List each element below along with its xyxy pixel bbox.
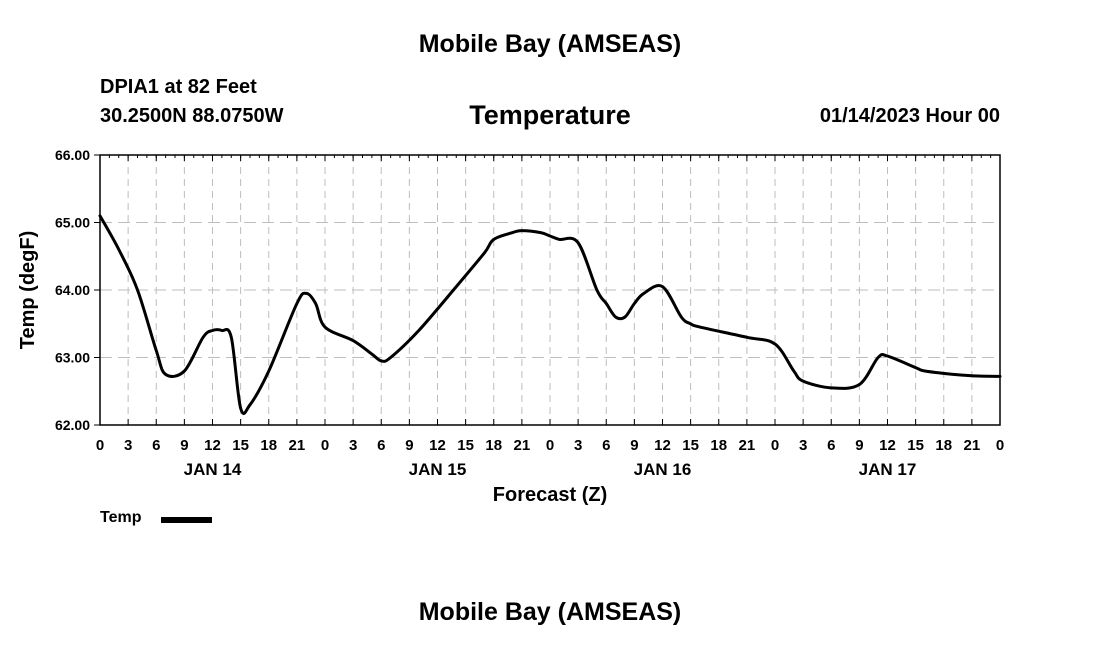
- x-axis-label: Forecast (Z): [493, 484, 607, 506]
- x-tick-label: 18: [710, 437, 727, 454]
- x-tick-label: 6: [377, 437, 385, 454]
- legend-swatch: [161, 517, 212, 523]
- x-tick-label: 18: [485, 437, 502, 454]
- y-axis-label: Temp (degF): [17, 231, 39, 350]
- x-tick-label: 18: [260, 437, 277, 454]
- coordinates-label: 30.2500N 88.0750W: [100, 105, 284, 127]
- x-tick-label: 15: [682, 437, 699, 454]
- axis-ticks: [94, 154, 1001, 426]
- x-tick-label: 6: [827, 437, 835, 454]
- chart-title: Mobile Bay (AMSEAS): [418, 30, 682, 58]
- day-label: JAN 15: [409, 460, 467, 479]
- x-tick-label: 3: [574, 437, 582, 454]
- x-tick-label: 9: [855, 437, 863, 454]
- x-tick-label: 12: [429, 437, 446, 454]
- forecast-datetime: 01/14/2023 Hour 00: [819, 105, 1000, 127]
- x-tick-label: 21: [289, 437, 306, 454]
- x-tick-label: 9: [405, 437, 413, 454]
- x-tick-label: 15: [457, 437, 474, 454]
- x-tick-label: 6: [152, 437, 160, 454]
- day-label: JAN 16: [634, 460, 692, 479]
- station-label: DPIA1 at 82 Feet: [100, 76, 257, 98]
- y-tick-label: 63.00: [55, 350, 90, 366]
- x-tick-label: 9: [180, 437, 188, 454]
- x-tick-label: 12: [654, 437, 671, 454]
- x-tick-label: 15: [232, 437, 249, 454]
- x-tick-label: 21: [964, 437, 981, 454]
- x-tick-label: 0: [996, 437, 1004, 454]
- x-tick-label: 6: [602, 437, 610, 454]
- y-tick-label: 62.00: [55, 417, 90, 433]
- x-tick-label: 12: [879, 437, 896, 454]
- x-tick-label: 21: [739, 437, 756, 454]
- axis-labels: 0 3 6 9 12 15 18 21 0 3 6 9 12 15 18 21 0 3 6 9 12 15 18 21 0 3 6 9…: [17, 147, 1004, 506]
- x-tick-label: 21: [514, 437, 531, 454]
- footer-title: Mobile Bay (AMSEAS): [418, 598, 682, 626]
- x-tick-label: 12: [204, 437, 221, 454]
- x-tick-label: 3: [349, 437, 357, 454]
- x-tick-label: 3: [124, 437, 132, 454]
- y-tick-label: 65.00: [55, 215, 90, 231]
- x-tick-label: 9: [630, 437, 638, 454]
- temp-series-line: [98, 214, 1002, 416]
- variable-title: Temperature: [469, 100, 631, 130]
- x-tick-label: 0: [96, 437, 104, 454]
- x-tick-label: 3: [799, 437, 807, 454]
- x-tick-label: 0: [771, 437, 779, 454]
- y-tick-label: 64.00: [55, 282, 90, 298]
- grid: [100, 155, 1000, 425]
- x-tick-label: 0: [321, 437, 329, 454]
- y-tick-label: 66.00: [55, 147, 90, 163]
- x-tick-label: 18: [935, 437, 952, 454]
- day-label: JAN 17: [859, 460, 917, 479]
- day-label: JAN 14: [184, 460, 242, 479]
- legend-label: Temp: [100, 509, 142, 526]
- x-tick-label: 15: [907, 437, 924, 454]
- x-tick-label: 0: [546, 437, 554, 454]
